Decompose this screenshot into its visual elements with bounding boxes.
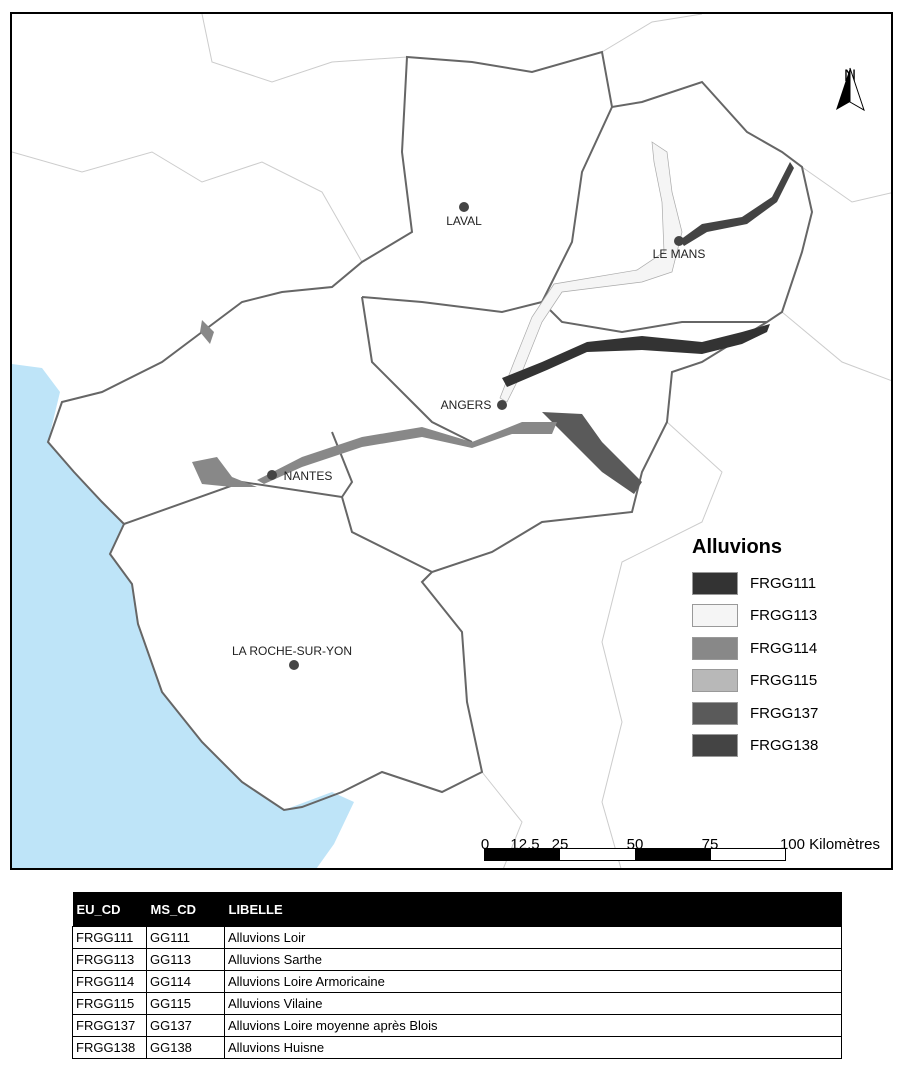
table-cell: FRGG137 [72, 1014, 147, 1037]
table-cell: GG138 [146, 1036, 225, 1059]
table-cell: FRGG111 [72, 926, 147, 949]
table-cell: FRGG114 [72, 970, 147, 993]
alluvion-frgg115 [200, 320, 214, 344]
map-canvas [12, 14, 891, 868]
alluvion-frgg114-estuary [192, 457, 257, 487]
table-cell: FRGG113 [72, 948, 147, 971]
legend-title: Alluvions [692, 536, 783, 558]
city-label-le-mans: LE MANS [652, 247, 706, 261]
table-cell: Alluvions Sarthe [224, 948, 842, 971]
table-cell: Alluvions Vilaine [224, 992, 842, 1015]
city-marker-la-roche-sur-yon [289, 660, 299, 670]
legend-label: FRGG137 [750, 704, 819, 722]
table-cell: Alluvions Loire moyenne après Blois [224, 1014, 842, 1037]
alluvion-frgg113 [499, 141, 683, 403]
table-cell: FRGG138 [72, 1036, 147, 1059]
city-markers [267, 202, 684, 670]
table-cell: GG115 [146, 992, 225, 1015]
alluvion-frgg138 [680, 162, 794, 246]
legend-label: FRGG115 [750, 672, 818, 690]
legend-swatch [692, 669, 738, 693]
table-cell: Alluvions Loire Armoricaine [224, 970, 842, 993]
city-marker-laval [459, 202, 469, 212]
legend-label: FRGG111 [750, 574, 817, 592]
legend-item: FRGG113 [692, 600, 818, 633]
legend-swatch [692, 604, 738, 628]
legend-item: FRGG137 [692, 697, 818, 730]
legend-swatch [692, 571, 738, 595]
table-cell: GG114 [146, 970, 225, 993]
legend-label: FRGG113 [750, 607, 818, 625]
scale-tick: 0 [480, 836, 490, 853]
city-label-la-roche-sur-yon: LA ROCHE-SUR-YON [231, 644, 353, 658]
legend-swatch [692, 636, 738, 660]
legend-item: FRGG115 [692, 665, 818, 698]
legend-label: FRGG114 [750, 639, 818, 657]
legend-swatch [692, 734, 738, 758]
north-arrow: N [832, 66, 868, 112]
city-marker-nantes [267, 470, 277, 480]
city-marker-angers [497, 400, 507, 410]
table-row: FRGG115 GG115 Alluvions Vilaine [72, 992, 842, 1015]
city-label-laval: LAVAL [446, 214, 482, 228]
scale-tick: 100 Kilomètres [779, 836, 881, 853]
table-cell: GG111 [146, 926, 225, 949]
table-header-row: EU_CD MS_CD LIBELLE [72, 892, 842, 927]
table-cell: Alluvions Loir [224, 926, 842, 949]
alluvion-frgg111 [502, 324, 770, 387]
north-arrow-icon [836, 67, 865, 112]
table-cell: FRGG115 [72, 992, 147, 1015]
column-header: MS_CD [146, 892, 225, 927]
table-row: FRGG114 GG114 Alluvions Loire Armoricaine [72, 970, 842, 993]
legend: Alluvions FRGG111 FRGG113 FRGG114 FRGG11… [692, 536, 818, 762]
outer-boundaries [12, 14, 891, 868]
alluvion-frgg114 [257, 422, 557, 484]
city-label-nantes: NANTES [283, 469, 333, 483]
table-row: FRGG137 GG137 Alluvions Loire moyenne aprè… [72, 1014, 842, 1037]
city-label-angers: ANGERS [440, 398, 492, 412]
alluvions-table: EU_CD MS_CD LIBELLE FRGG111 GG111 Alluvion… [72, 892, 842, 1059]
legend-item: FRGG114 [692, 632, 818, 665]
table-row: FRGG111 GG111 Alluvions Loir [72, 926, 842, 949]
table-cell: Alluvions Huisne [224, 1036, 842, 1059]
column-header: EU_CD [72, 892, 147, 927]
region-outline [46, 50, 814, 812]
legend-swatch [692, 701, 738, 725]
map-frame: LAVAL LE MANS ANGERS NANTES LA ROCHE-SUR… [10, 12, 893, 870]
table-cell: GG137 [146, 1014, 225, 1037]
legend-item: FRGG111 [692, 567, 818, 600]
city-marker-le-mans [674, 236, 684, 246]
table-cell: GG113 [146, 948, 225, 971]
table-row: FRGG138 GG138 Alluvions Huisne [72, 1036, 842, 1059]
legend-item: FRGG138 [692, 730, 818, 763]
column-header: LIBELLE [224, 892, 842, 927]
scale-bar [484, 848, 786, 861]
table-row: FRGG113 GG113 Alluvions Sarthe [72, 948, 842, 971]
sea [12, 364, 354, 868]
alluvion-frgg137 [542, 412, 642, 494]
legend-label: FRGG138 [750, 737, 819, 755]
